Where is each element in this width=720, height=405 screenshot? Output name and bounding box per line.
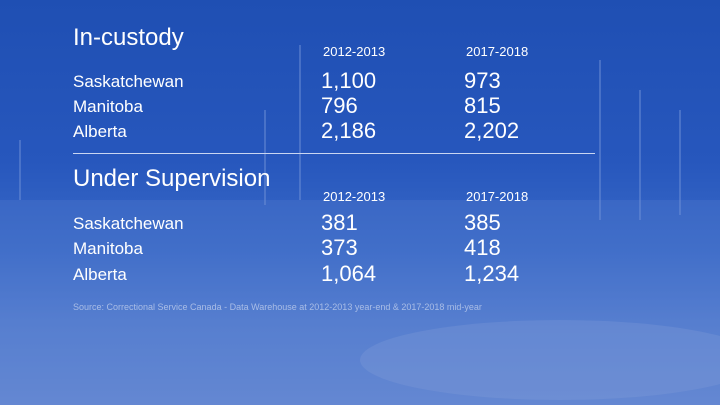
row-label: Alberta: [73, 122, 127, 141]
cell-value: 2,202: [464, 118, 520, 143]
cell-value: 2,186: [321, 118, 377, 143]
column-header: 2017-2018: [466, 44, 529, 59]
column-header: 2012-2013: [323, 44, 386, 59]
section-title: In-custody: [73, 24, 184, 51]
cell-value: 815: [464, 93, 501, 118]
row-label: Saskatchewan: [73, 72, 184, 91]
divider: [73, 153, 595, 154]
column-header: 2012-2013: [323, 189, 386, 204]
cell-value: 796: [321, 93, 358, 118]
row-label: Saskatchewan: [73, 214, 184, 233]
row-label: Alberta: [73, 265, 127, 284]
cell-value: 1,064: [321, 261, 377, 286]
cell-value: 973: [464, 68, 501, 93]
cell-value: 1,100: [321, 68, 377, 93]
cell-value: 1,234: [464, 261, 520, 286]
cell-value: 385: [464, 210, 501, 235]
section-title: Under Supervision: [73, 165, 271, 192]
cell-value: 373: [321, 235, 358, 260]
row-label: Manitoba: [73, 239, 143, 258]
column-header: 2017-2018: [466, 189, 529, 204]
row-label: Manitoba: [73, 97, 143, 116]
cell-value: 418: [464, 235, 501, 260]
source-note: Source: Correctional Service Canada - Da…: [73, 302, 482, 312]
cell-value: 381: [321, 210, 358, 235]
